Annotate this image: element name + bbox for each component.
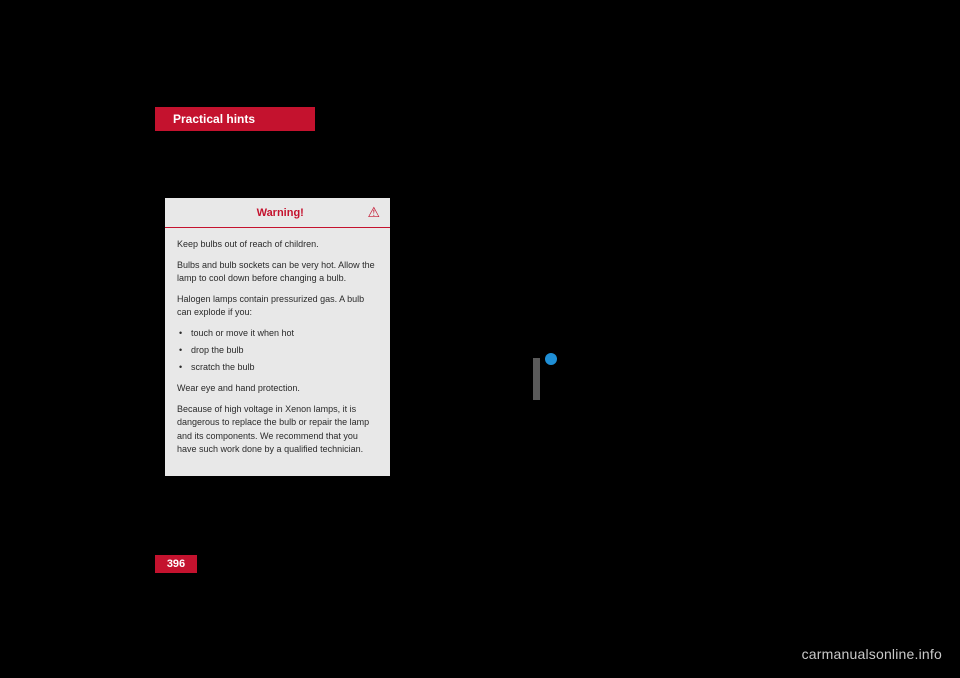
page-number-badge: 396 — [155, 555, 197, 573]
warning-bullet-list: touch or move it when hot drop the bulb … — [177, 327, 378, 374]
warning-icon: ⚠ — [367, 204, 380, 221]
warning-header: Warning! ⚠ — [165, 198, 390, 228]
warning-paragraph: Halogen lamps contain pressurized gas. A… — [177, 293, 378, 319]
watermark-text: carmanualsonline.info — [802, 646, 942, 662]
section-title: Practical hints — [173, 112, 255, 126]
warning-bullet: drop the bulb — [177, 344, 378, 357]
indicator-dot-icon — [545, 353, 557, 365]
warning-bullet: scratch the bulb — [177, 361, 378, 374]
warning-body: Keep bulbs out of reach of children. Bul… — [165, 228, 390, 476]
warning-box: Warning! ⚠ Keep bulbs out of reach of ch… — [165, 198, 390, 476]
page-number: 396 — [167, 558, 185, 570]
warning-title: Warning! — [193, 207, 367, 219]
warning-paragraph: Keep bulbs out of reach of children. — [177, 238, 378, 251]
tab-marker — [533, 358, 540, 400]
warning-paragraph: Wear eye and hand protection. — [177, 382, 378, 395]
warning-bullet: touch or move it when hot — [177, 327, 378, 340]
warning-paragraph: Because of high voltage in Xenon lamps, … — [177, 403, 378, 455]
warning-paragraph: Bulbs and bulb sockets can be very hot. … — [177, 259, 378, 285]
section-title-band: Practical hints — [155, 107, 315, 131]
